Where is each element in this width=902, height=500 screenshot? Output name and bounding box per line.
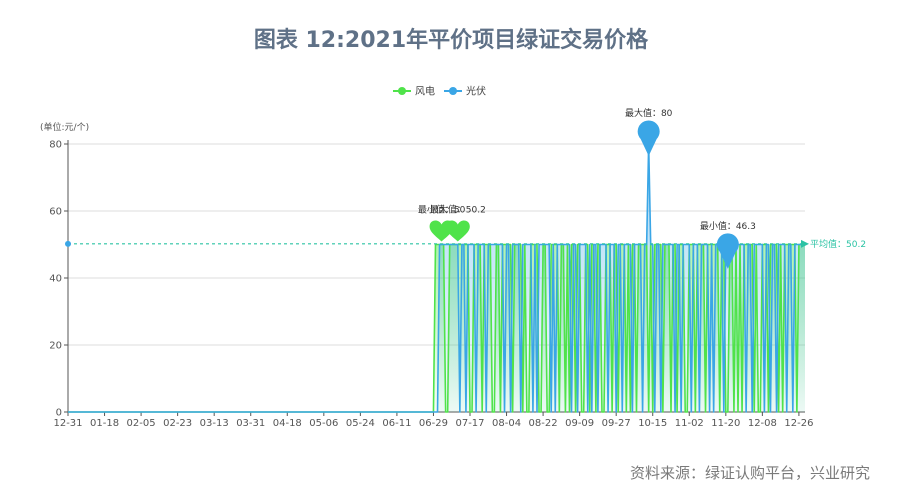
y-tick-label: 60 — [49, 207, 62, 218]
legend-dot — [398, 87, 406, 95]
x-tick-label: 06-29 — [419, 418, 448, 429]
marker-label: 最小值：50 — [418, 204, 466, 216]
marker-pin — [637, 120, 660, 156]
source-note: 资料来源：绿证认购平台，兴业研究 — [629, 464, 870, 482]
x-tick-label: 12-26 — [784, 418, 813, 429]
marker-label: 最小值：46.3 — [700, 220, 756, 232]
x-tick-label: 09-27 — [602, 418, 631, 429]
y-tick-label: 0 — [56, 408, 62, 419]
x-tick-label: 12-31 — [53, 418, 82, 429]
x-tick-label: 04-18 — [273, 418, 302, 429]
x-tick-label: 12-08 — [748, 418, 777, 429]
marker-label: 最大值：50.2 — [430, 204, 486, 216]
series-line — [68, 143, 805, 413]
x-tick-label: 10-15 — [638, 418, 667, 429]
y-tick-label: 20 — [49, 341, 62, 352]
x-tick-label: 11-20 — [711, 418, 740, 429]
legend-dot — [449, 87, 457, 95]
x-tick-label: 08-22 — [529, 418, 558, 429]
average-line-label: 平均值：50.2 — [810, 238, 866, 250]
marker-heart — [445, 220, 470, 242]
legend-label: 风电 — [415, 85, 435, 98]
x-tick-label: 08-04 — [492, 418, 521, 429]
x-tick-label: 07-17 — [455, 418, 484, 429]
average-line-arrow — [801, 239, 809, 248]
chart-title: 图表 12:2021年平价项目绿证交易价格 — [253, 28, 649, 53]
x-tick-label: 05-24 — [346, 418, 375, 429]
x-tick-label: 03-31 — [236, 418, 265, 429]
x-tick-label: 02-05 — [127, 418, 156, 429]
y-tick-label: 40 — [49, 274, 62, 285]
x-tick-label: 06-11 — [382, 418, 411, 429]
x-tick-label: 09-09 — [565, 418, 594, 429]
y-unit-label: (单位:元/个) — [40, 121, 89, 133]
x-tick-label: 03-13 — [200, 418, 229, 429]
x-tick-label: 01-18 — [90, 418, 119, 429]
marker-label: 最大值：80 — [625, 107, 673, 119]
y-tick-label: 80 — [49, 140, 62, 151]
x-tick-label: 05-06 — [309, 418, 338, 429]
legend-label: 光伏 — [466, 85, 486, 98]
x-tick-label: 02-23 — [163, 418, 192, 429]
x-tick-label: 11-02 — [675, 418, 704, 429]
average-line-start-dot — [65, 240, 71, 247]
marker-pin — [716, 233, 739, 269]
